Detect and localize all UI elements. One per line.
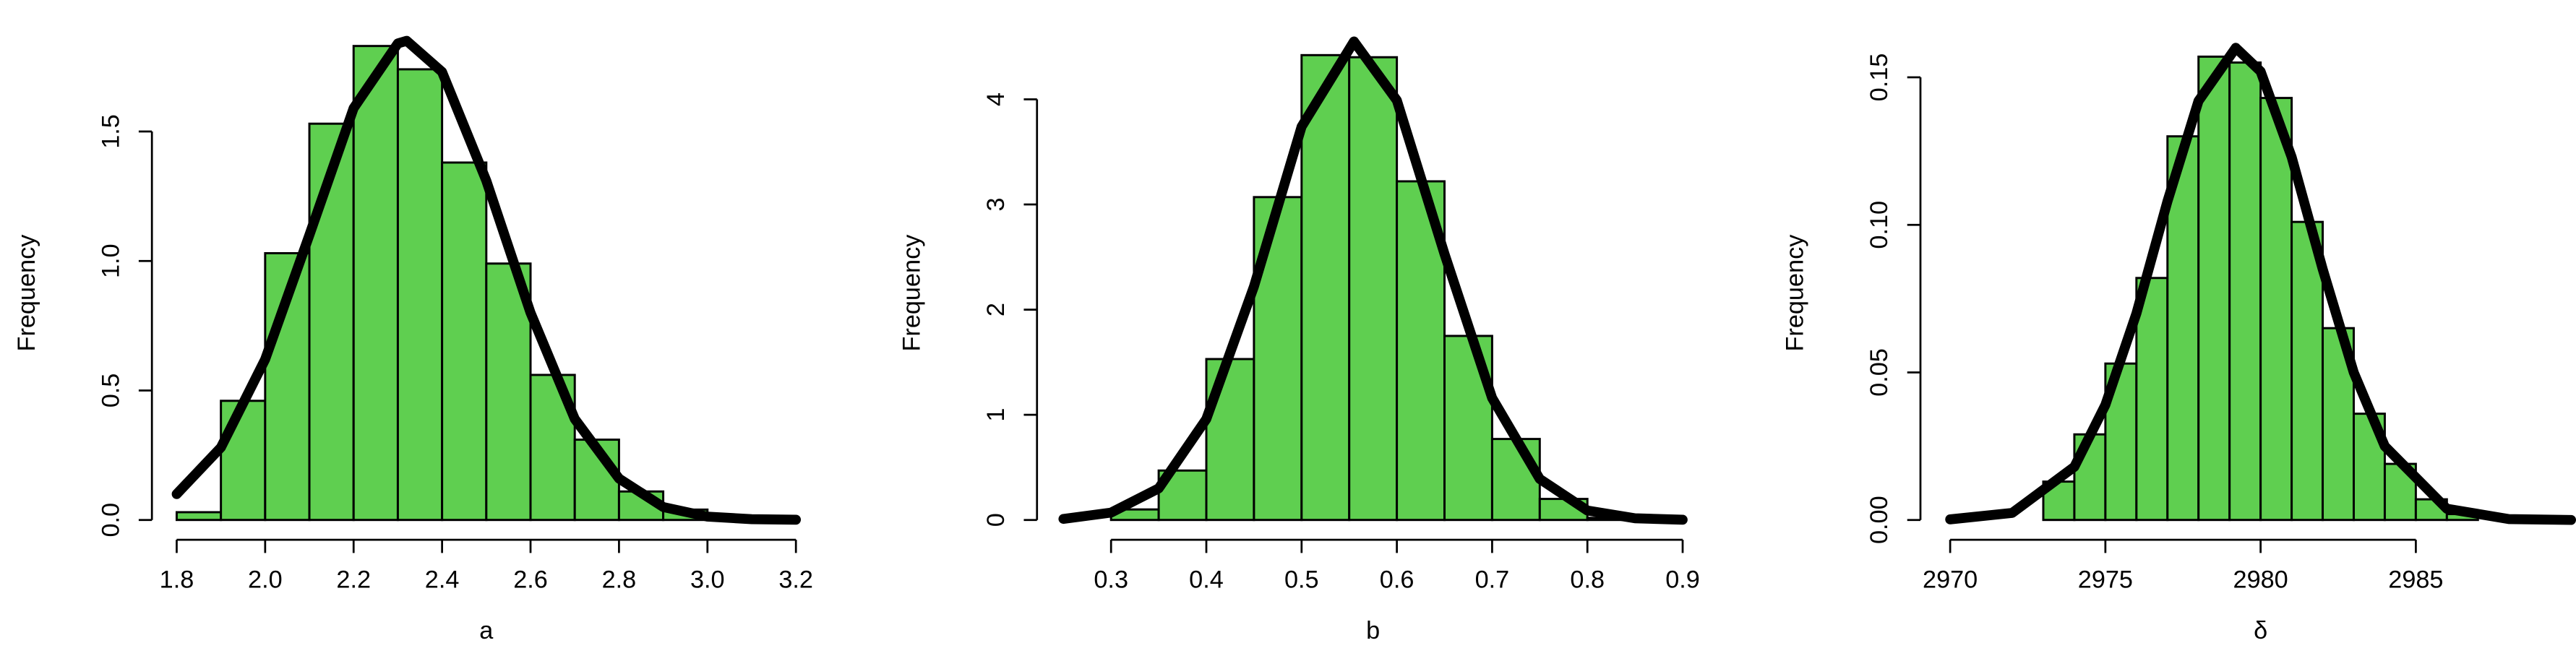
density-curve	[1945, 43, 2576, 525]
y-tick-label: 0.10	[1866, 201, 1893, 249]
x-tick-label: 0.9	[1665, 566, 1700, 593]
y-tick-label: 0.15	[1866, 53, 1893, 102]
x-tick-label: 0.6	[1380, 566, 1414, 593]
density-curve	[171, 35, 802, 525]
density-curve	[1058, 36, 1688, 525]
bar	[1443, 335, 1493, 522]
x-tick-label: 2970	[1923, 566, 1978, 593]
x-tick-label: 2.4	[425, 566, 460, 593]
bar	[573, 439, 620, 522]
y-tick-label: 1.0	[97, 243, 124, 278]
y-tick-label: 2	[982, 303, 1010, 316]
y-axis-label: Frequency	[13, 234, 40, 352]
x-tick-label: 0.4	[1189, 566, 1224, 593]
y-tick-label: 0.0	[97, 503, 124, 538]
x-tick-label: 3.0	[690, 566, 725, 593]
y-tick-label: 3	[982, 197, 1010, 211]
y-axis-label: Frequency	[1782, 234, 1809, 352]
bar	[1490, 438, 1541, 522]
bar	[2197, 55, 2231, 522]
x-tick-label: 2.0	[248, 566, 283, 593]
bar	[1348, 56, 1399, 522]
bar	[2383, 462, 2417, 522]
bar	[352, 45, 399, 522]
x-tick-label: 2.8	[602, 566, 637, 593]
x-axis-label: δ	[2254, 617, 2267, 644]
x-tick-label: 1.8	[160, 566, 194, 593]
y-tick-label: 0.5	[97, 374, 124, 408]
x-tick-label: 0.3	[1094, 566, 1128, 593]
bar	[441, 161, 488, 522]
x-axis-label: a	[479, 617, 494, 644]
x-axis-label: b	[1366, 617, 1380, 644]
bar	[2228, 61, 2262, 522]
x-tick-label: 0.7	[1475, 566, 1510, 593]
y-tick-label: 0	[982, 513, 1010, 527]
x-tick-label: 3.2	[778, 566, 813, 593]
bar	[175, 511, 223, 522]
x-tick-label: 0.5	[1284, 566, 1319, 593]
y-tick-label: 1	[982, 408, 1010, 422]
y-tick-label: 0.05	[1866, 348, 1893, 397]
x-tick-label: 2.6	[513, 566, 548, 593]
x-tick-label: 2.2	[336, 566, 371, 593]
y-tick-label: 1.5	[97, 114, 124, 149]
bar	[2135, 277, 2169, 522]
x-tick-label: 2975	[2078, 566, 2133, 593]
y-axis-label: Frequency	[898, 234, 925, 352]
y-tick-label: 4	[982, 92, 1010, 106]
y-tick-label: 0.00	[1866, 496, 1893, 544]
x-tick-label: 0.8	[1570, 566, 1605, 593]
bar	[220, 400, 267, 522]
bar	[308, 122, 355, 522]
bar	[2104, 362, 2138, 522]
x-tick-label: 2985	[2388, 566, 2443, 593]
bar	[396, 68, 444, 522]
x-tick-label: 2980	[2233, 566, 2288, 593]
bar	[1205, 358, 1255, 522]
bar	[1300, 53, 1351, 522]
bar	[2259, 97, 2293, 522]
